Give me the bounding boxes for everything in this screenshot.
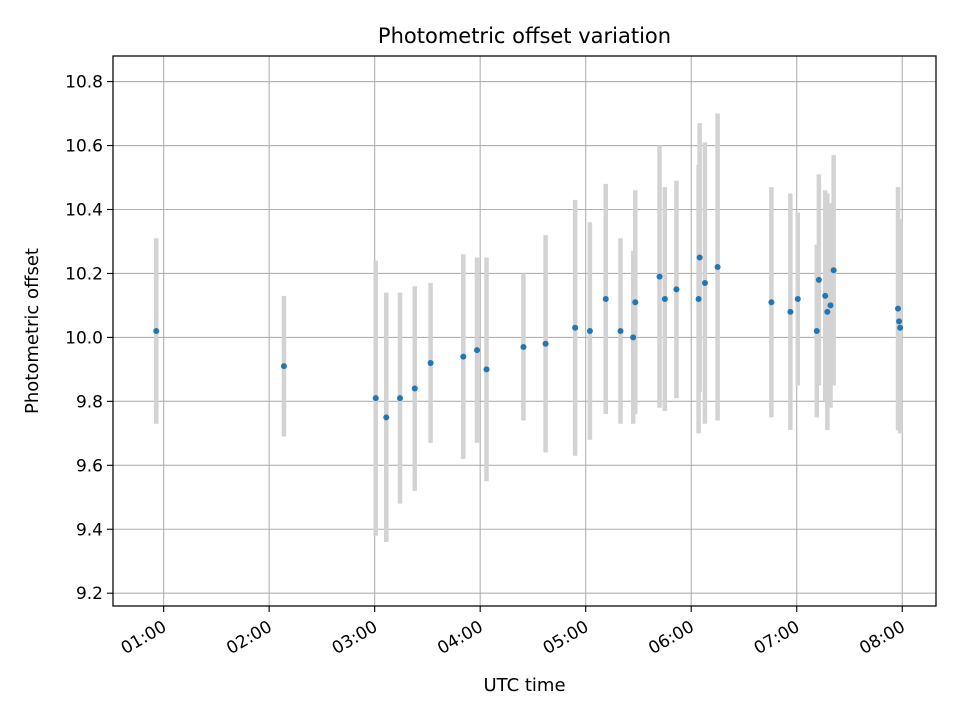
data-point xyxy=(602,296,609,303)
data-point xyxy=(897,324,904,331)
data-point xyxy=(895,305,902,312)
data-points xyxy=(153,254,904,421)
data-point xyxy=(827,302,834,309)
data-point xyxy=(813,328,820,334)
data-point xyxy=(427,359,434,366)
data-point xyxy=(542,340,549,347)
data-point xyxy=(372,395,379,402)
data-point xyxy=(830,267,837,274)
data-point xyxy=(815,276,822,283)
data-point xyxy=(661,296,668,303)
chart-title: Photometric offset variation xyxy=(378,24,671,48)
data-point xyxy=(632,299,639,306)
y-axis-ticks: 9.2 9.4 9.6 9.8 10.0 10.2 10.4 10.6 10.8 xyxy=(65,73,113,604)
data-point xyxy=(396,395,403,402)
data-point xyxy=(824,308,831,315)
data-point xyxy=(768,299,775,306)
data-point xyxy=(695,296,702,303)
data-point xyxy=(714,264,721,271)
y-tick-label: 10.2 xyxy=(65,264,103,284)
data-point xyxy=(822,292,829,299)
data-point xyxy=(656,273,663,280)
data-point xyxy=(483,366,490,373)
data-point xyxy=(411,385,418,392)
x-axis-label: UTC time xyxy=(483,675,565,696)
data-point xyxy=(586,328,593,334)
y-axis-label: Photometric offset xyxy=(22,248,43,414)
y-tick-label: 9.4 xyxy=(76,520,103,540)
y-tick-label: 10.8 xyxy=(65,73,103,93)
y-tick-label: 10.6 xyxy=(65,137,103,157)
data-point xyxy=(474,347,481,354)
data-point xyxy=(696,254,703,261)
plot-frame xyxy=(112,55,937,607)
y-tick-label: 10.0 xyxy=(65,328,103,348)
data-point xyxy=(617,328,624,334)
data-point xyxy=(460,353,467,360)
y-tick-label: 9.2 xyxy=(76,584,103,604)
data-point xyxy=(630,334,637,341)
data-point xyxy=(153,328,160,334)
data-point xyxy=(383,414,390,421)
data-point xyxy=(787,308,794,315)
data-point xyxy=(572,324,579,331)
y-tick-label: 9.8 xyxy=(76,392,103,412)
data-point xyxy=(794,296,801,303)
y-tick-label: 9.6 xyxy=(76,456,103,476)
data-point xyxy=(520,343,527,350)
data-point xyxy=(896,318,903,325)
data-point xyxy=(673,286,680,293)
y-tick-label: 10.4 xyxy=(65,200,103,220)
data-point xyxy=(701,280,708,287)
data-point xyxy=(280,363,287,370)
